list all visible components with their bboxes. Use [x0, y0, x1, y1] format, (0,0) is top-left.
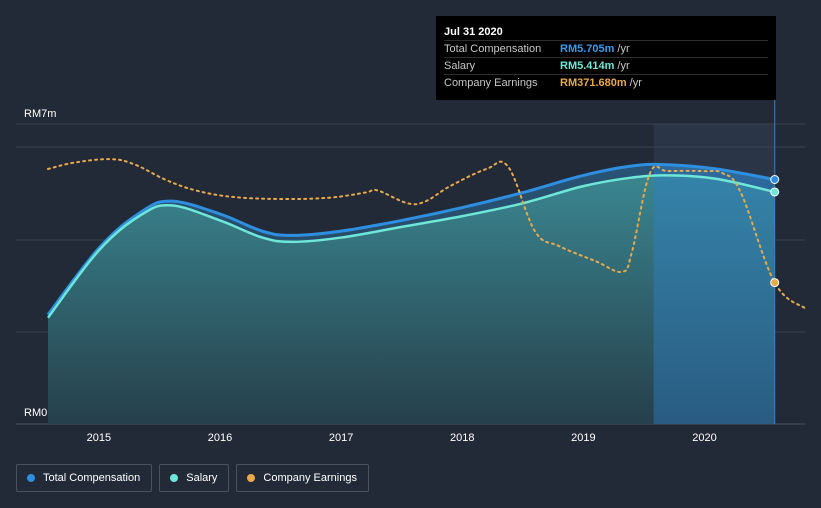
tooltip-label: Total Compensation — [444, 43, 542, 55]
tooltip-unit: /yr — [629, 77, 642, 89]
highlight-area-tint — [653, 164, 775, 424]
x-tick-label: 2020 — [692, 432, 716, 444]
tooltip-row-total-compensation: Total Compensation RM5.705m /yr — [444, 40, 768, 57]
total-compensation-line — [46, 162, 775, 316]
tooltip-row-salary: Salary RM5.414m /yr — [444, 57, 768, 74]
legend-dot-icon — [27, 474, 35, 482]
x-tick-label: 2015 — [87, 432, 111, 444]
legend-item-salary[interactable]: Salary — [159, 464, 230, 492]
x-tick-label: 2019 — [571, 432, 595, 444]
legend-label: Total Compensation — [43, 472, 141, 484]
tooltip-value: RM5.705m — [560, 43, 615, 55]
total-compensation-marker — [770, 175, 780, 184]
x-tick-label: 2017 — [329, 432, 353, 444]
tooltip-unit: /yr — [617, 43, 630, 55]
tooltip-label: Company Earnings — [444, 77, 538, 89]
tooltip-value: RM371.680m — [560, 77, 627, 89]
legend-label: Salary — [186, 472, 218, 484]
x-tick-label: 2016 — [208, 432, 232, 444]
salary-area — [48, 175, 775, 424]
company-earnings-line — [47, 158, 806, 310]
legend-item-total-compensation[interactable]: Total Compensation — [16, 464, 153, 492]
tooltip-unit: /yr — [617, 60, 630, 72]
company-earnings-marker — [770, 278, 780, 288]
legend-label: Company Earnings — [263, 472, 357, 484]
legend-dot-icon — [247, 474, 256, 482]
y-axis-bottom-label: RM0 — [24, 407, 47, 419]
salary-line — [47, 174, 775, 319]
legend-item-company-earnings[interactable]: Company Earnings — [236, 464, 369, 492]
salary-marker — [770, 187, 780, 197]
tooltip-value: RM5.414m — [560, 60, 615, 72]
tooltip-row-company-earnings: Company Earnings RM371.680m /yr — [444, 74, 768, 91]
y-axis-top-label: RM7m — [24, 108, 56, 120]
legend-dot-icon — [170, 474, 179, 482]
chart-legend: Total Compensation Salary Company Earnin… — [16, 464, 369, 492]
chart-tooltip: Jul 31 2020 Total Compensation RM5.705m … — [436, 16, 776, 100]
tooltip-label: Salary — [444, 60, 476, 72]
x-tick-label: 2018 — [450, 432, 474, 444]
tooltip-date: Jul 31 2020 — [444, 26, 503, 38]
